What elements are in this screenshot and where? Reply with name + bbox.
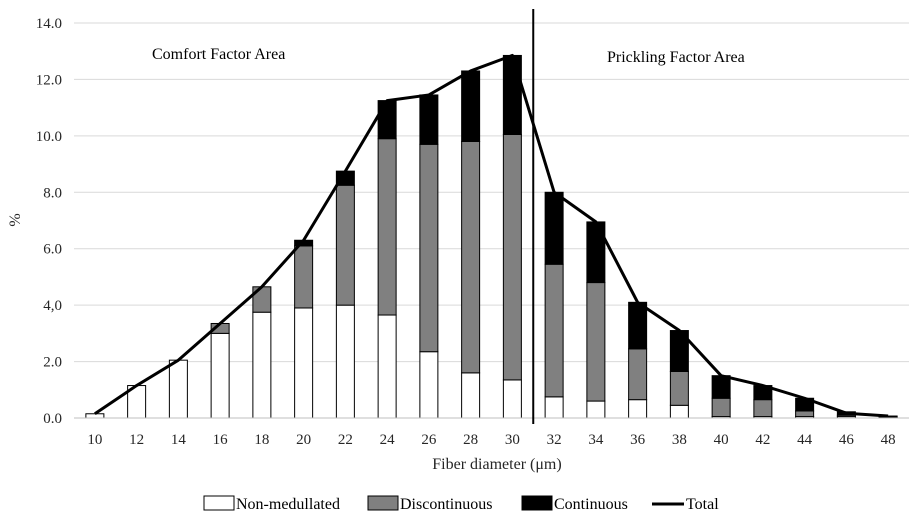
total-line-layer: [94, 9, 889, 424]
bar-discontinuous: [419, 143, 439, 353]
y-tick-label: 0.0: [43, 411, 62, 427]
y-tick-label: 2.0: [43, 355, 62, 371]
x-tick-label: 12: [129, 432, 144, 448]
x-tick-label: 38: [672, 432, 687, 448]
bars: [85, 54, 898, 419]
y-axis-title: %: [7, 213, 24, 226]
x-tick-label: 22: [338, 432, 353, 448]
x-tick-label: 26: [421, 432, 437, 448]
legend-label-discontinuous: Discontinuous: [400, 496, 492, 513]
x-tick-label: 34: [588, 432, 604, 448]
bar-continuous: [711, 375, 731, 399]
bar-discontinuous: [795, 410, 815, 418]
bar-continuous: [544, 191, 564, 265]
bar-continuous: [461, 70, 481, 142]
y-tick-label: 10.0: [36, 129, 62, 145]
bar-discontinuous: [461, 141, 481, 374]
bar-discontinuous: [669, 370, 689, 406]
x-tick-label: 32: [547, 432, 562, 448]
bar-discontinuous: [628, 348, 648, 401]
x-tick-label: 24: [380, 432, 396, 448]
bar-discontinuous: [586, 282, 606, 402]
y-tick-label: 14.0: [36, 16, 62, 32]
bar-continuous: [628, 301, 648, 350]
bar-discontinuous: [711, 397, 731, 418]
x-tick-label: 28: [463, 432, 478, 448]
legend-label-non-medullated: Non-medullated: [236, 496, 340, 513]
x-tick-label: 10: [87, 432, 102, 448]
legend-label-continuous: Continuous: [554, 496, 628, 513]
gridlines: [74, 22, 909, 363]
x-tick-label: 36: [630, 432, 646, 448]
x-tick-label: 16: [213, 432, 229, 448]
bar-non-medullated: [586, 400, 606, 419]
bar-continuous: [502, 54, 522, 135]
x-tick-label: 14: [171, 432, 187, 448]
x-tick-label: 42: [755, 432, 770, 448]
x-axis-title: Fiber diameter (μm): [432, 456, 561, 473]
annotation-comfort-area: Comfort Factor Area: [152, 46, 285, 63]
y-tick-label: 12.0: [36, 72, 62, 88]
bar-non-medullated: [210, 332, 230, 419]
bar-non-medullated: [335, 304, 355, 419]
x-tick-label: 44: [797, 432, 813, 448]
bar-non-medullated: [419, 351, 439, 419]
bar-non-medullated: [502, 379, 522, 419]
bar-non-medullated: [544, 396, 564, 419]
bar-non-medullated: [168, 359, 188, 419]
bar-continuous: [377, 100, 397, 140]
bar-non-medullated: [85, 413, 105, 419]
x-tick-label: 30: [505, 432, 520, 448]
bar-non-medullated: [461, 372, 481, 419]
y-tick-label: 6.0: [43, 242, 62, 258]
y-tick-label: 4,0: [43, 298, 62, 314]
annotation-prickling-area: Prickling Factor Area: [607, 49, 745, 66]
x-tick-label: 18: [254, 432, 269, 448]
y-tick-label: 8.0: [43, 185, 62, 201]
bar-non-medullated: [669, 404, 689, 419]
legend-swatch-non-medullated: [203, 495, 235, 511]
legend-swatch-discontinuous: [367, 495, 399, 511]
bar-discontinuous: [294, 245, 314, 309]
legend-label-total: Total: [686, 496, 719, 513]
bar-non-medullated: [628, 399, 648, 419]
x-tick-label: 46: [839, 432, 855, 448]
bar-discontinuous: [502, 133, 522, 381]
legend-swatch-continuous: [521, 495, 553, 511]
bar-discontinuous: [377, 138, 397, 316]
x-tick-label: 48: [881, 432, 896, 448]
bar-continuous: [419, 94, 439, 145]
bar-discontinuous: [753, 399, 773, 418]
x-tick-label: 40: [714, 432, 729, 448]
bar-non-medullated: [252, 311, 272, 419]
bar-non-medullated: [294, 307, 314, 419]
bar-discontinuous: [544, 263, 564, 398]
bar-non-medullated: [377, 314, 397, 419]
x-tick-label: 20: [296, 432, 311, 448]
bar-discontinuous: [335, 184, 355, 306]
tick-labels: 0.0 2.0 4,0 6.0 8.0 10.0 12.0 14.0 10 12 14 16 18 20 2…: [36, 16, 896, 448]
legend: Non-medullated Discontinuous Continuous …: [203, 495, 719, 513]
total-line: [94, 53, 889, 418]
